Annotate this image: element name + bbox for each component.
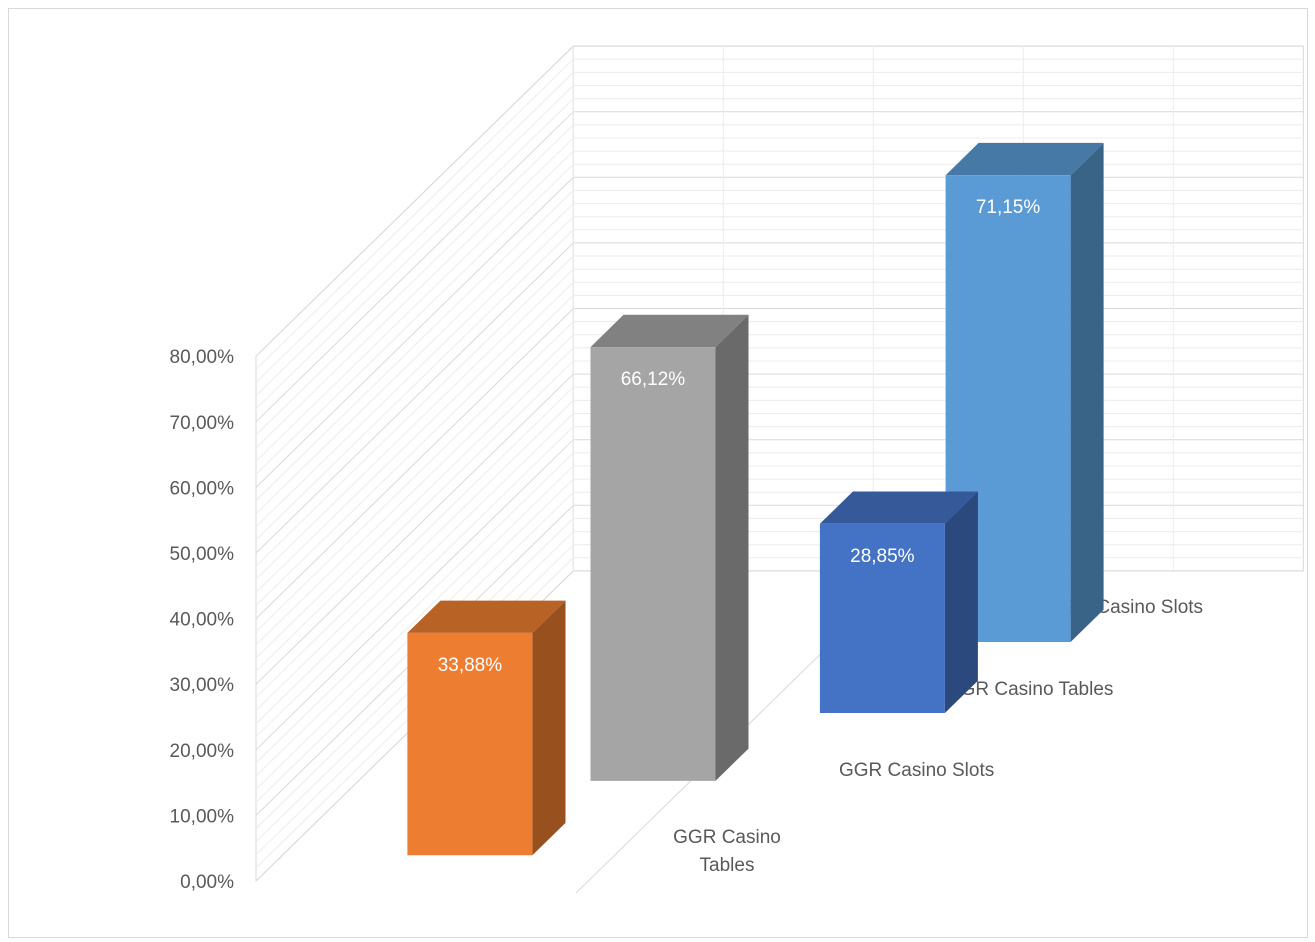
gridline	[255, 58, 1304, 370]
data-label: 28,85%	[850, 546, 915, 567]
y-tick-label: 0,00%	[180, 872, 234, 893]
data-label: 33,88%	[438, 655, 503, 676]
bar-top-face	[819, 491, 978, 524]
bar-top-face	[407, 600, 566, 633]
gridline	[255, 268, 1304, 580]
gridline	[255, 360, 1304, 672]
bar-tgr-casino-tables: 28,85%	[819, 491, 978, 713]
bar-side-face	[532, 600, 566, 856]
y-tick-label: 20,00%	[170, 741, 235, 762]
bar-top-face	[945, 142, 1104, 176]
y-tick-label: 40,00%	[170, 610, 235, 631]
y-tick-label: 30,00%	[170, 675, 235, 696]
y-tick-label: 70,00%	[170, 413, 235, 434]
gridline	[255, 216, 1304, 528]
bar-front-face	[407, 632, 533, 856]
gridline	[255, 124, 1304, 436]
gridline	[255, 281, 1304, 593]
chart-bars: 71,15% 28,85% 66,12% 33,88%	[407, 142, 1104, 856]
gridline	[255, 308, 1304, 619]
y-tick-label: 10,00%	[170, 806, 235, 827]
bar-top-face	[590, 314, 749, 348]
gridline	[255, 137, 1304, 449]
category-label: GGR Casino Tables	[673, 827, 781, 876]
y-tick-label: 50,00%	[170, 544, 235, 565]
gridline	[255, 189, 1304, 501]
gridline	[255, 176, 1304, 488]
category-label: GGR Casino Slots	[839, 760, 994, 781]
chart-3d-column: 0,00% 10,00% 20,00% 30,00% 40,00% 50,00% 60,00…	[170, 44, 1304, 894]
category-label: TGR Casino Tables	[949, 679, 1113, 700]
data-label: 71,15%	[976, 197, 1041, 218]
gridline	[255, 71, 1304, 383]
gridline	[255, 150, 1304, 462]
bar-side-face	[715, 314, 749, 781]
gridline	[255, 45, 1304, 357]
gridline	[255, 98, 1304, 410]
bar-ggr-casino-tables: 33,88%	[407, 600, 566, 856]
gridline	[255, 163, 1304, 475]
bar-ggr-casino-slots: 66,12%	[590, 314, 749, 781]
bar-side-face	[944, 491, 978, 713]
gridline	[255, 203, 1304, 514]
gridline	[255, 294, 1304, 606]
gridline	[255, 242, 1304, 554]
gridline	[255, 111, 1304, 423]
y-axis-tick-labels: 0,00% 10,00% 20,00% 30,00% 40,00% 50,00% 60,00…	[170, 347, 235, 893]
gridline	[255, 85, 1304, 396]
gridline	[255, 229, 1304, 541]
bar-front-face	[819, 523, 945, 713]
data-label: 66,12%	[621, 369, 686, 390]
y-tick-label: 80,00%	[170, 347, 235, 368]
gridline	[255, 255, 1304, 567]
gridline	[255, 321, 1304, 633]
bar-front-face	[590, 347, 716, 781]
chart-frame: 0,00% 10,00% 20,00% 30,00% 40,00% 50,00% 60,00…	[8, 8, 1308, 938]
bar-side-face	[1070, 142, 1104, 642]
y-tick-label: 60,00%	[170, 478, 235, 499]
